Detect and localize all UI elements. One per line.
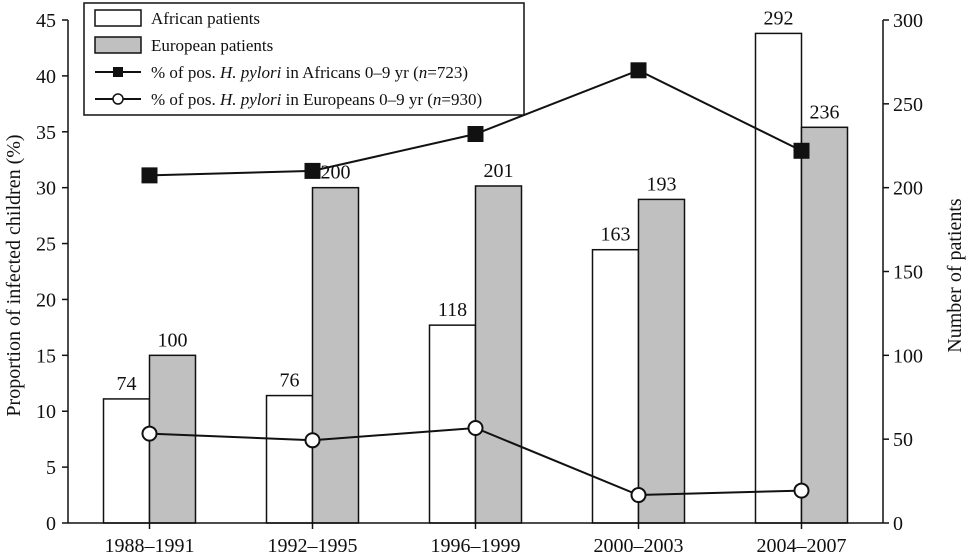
marker-africans-0 [141,167,158,184]
bar-label-european-4: 236 [810,101,840,123]
bar-label-african-4: 292 [764,7,794,29]
bar-label-european-0: 100 [158,329,188,351]
left-tick-label-5: 5 [46,457,56,479]
marker-europeans-2 [467,419,484,436]
legend-swatch-african [94,9,142,27]
bar-european-0 [148,354,197,524]
left-tick-label-0: 0 [46,513,56,535]
bar-african-0 [102,398,151,524]
x-tick-label-4: 2004–2007 [757,535,847,557]
bar-label-european-2: 201 [484,160,514,182]
legend-label-european: European patients [151,36,273,55]
x-tick-label-3: 2000–2003 [594,535,684,557]
left-tick-label-10: 10 [36,401,56,423]
right-tick-label-250: 250 [893,94,923,116]
x-tick-label-1: 1992–1995 [268,535,358,557]
left-tick-label-30: 30 [36,178,56,200]
legend-label-line-europeans: % of pos. H. pylori in Europeans 0–9 yr … [151,90,482,109]
bar-african-3 [591,248,640,524]
marker-africans-4 [793,142,810,159]
legend-label-african: African patients [151,9,260,28]
legend-label-part-europeans-4: =930) [441,90,482,109]
legend: African patients European patients % of po… [83,2,525,116]
legend-label-part-europeans-0: % of pos. [151,90,220,109]
bar-african-1 [265,394,314,524]
marker-europeans-0 [141,425,158,442]
bar-european-4 [800,126,849,524]
left-tick-label-15: 15 [36,345,56,367]
left-tick-label-35: 35 [36,122,56,144]
marker-europeans-3 [630,487,647,504]
right-tick-label-300: 300 [893,10,923,32]
bar-label-african-0: 74 [117,373,137,395]
marker-africans-3 [630,62,647,79]
bar-european-2 [474,185,523,524]
right-tick-label-150: 150 [893,262,923,284]
left-tick-label-40: 40 [36,66,56,88]
legend-label-part-africans-0: % of pos. [151,63,220,82]
bar-african-4 [754,32,803,524]
bar-european-3 [637,198,686,524]
legend-label-part-europeans-3: n [433,90,442,109]
legend-label-line-africans: % of pos. H. pylori in Africans 0–9 yr (… [151,63,468,82]
bar-label-african-1: 76 [280,370,300,392]
right-tick-label-100: 100 [893,345,923,367]
bar-label-african-3: 163 [601,224,631,246]
legend-box [83,2,525,116]
y-right-axis-label: Number of patients [944,198,966,353]
legend-swatch-european [94,36,142,54]
right-tick-label-0: 0 [893,513,903,535]
left-tick-label-25: 25 [36,234,56,256]
left-tick-label-20: 20 [36,289,56,311]
marker-africans-1 [304,162,321,179]
bar-label-african-2: 118 [438,299,467,321]
bar-label-european-3: 193 [647,173,677,195]
legend-marker-africans [113,67,123,77]
legend-label-part-africans-1: H. pylori [219,63,282,82]
legend-label-part-africans-3: n [419,63,428,82]
marker-europeans-1 [304,432,321,449]
y-left-axis-label: Proportion of infected children (%) [3,134,25,416]
marker-europeans-4 [793,482,810,499]
marker-africans-2 [467,126,484,143]
legend-label-part-africans-2: in Africans 0–9 yr ( [281,63,419,82]
legend-label-part-europeans-2: in Europeans 0–9 yr ( [281,90,433,109]
bar-european-1 [311,186,360,524]
right-tick-label-200: 200 [893,178,923,200]
legend-marker-europeans [112,93,124,105]
x-tick-label-2: 1996–1999 [431,535,521,557]
legend-label-part-europeans-1: H. pylori [219,90,282,109]
x-tick-label-0: 1988–1991 [105,535,195,557]
left-tick-label-45: 45 [36,10,56,32]
legend-label-part-africans-4: =723) [427,63,468,82]
right-tick-label-50: 50 [893,429,913,451]
